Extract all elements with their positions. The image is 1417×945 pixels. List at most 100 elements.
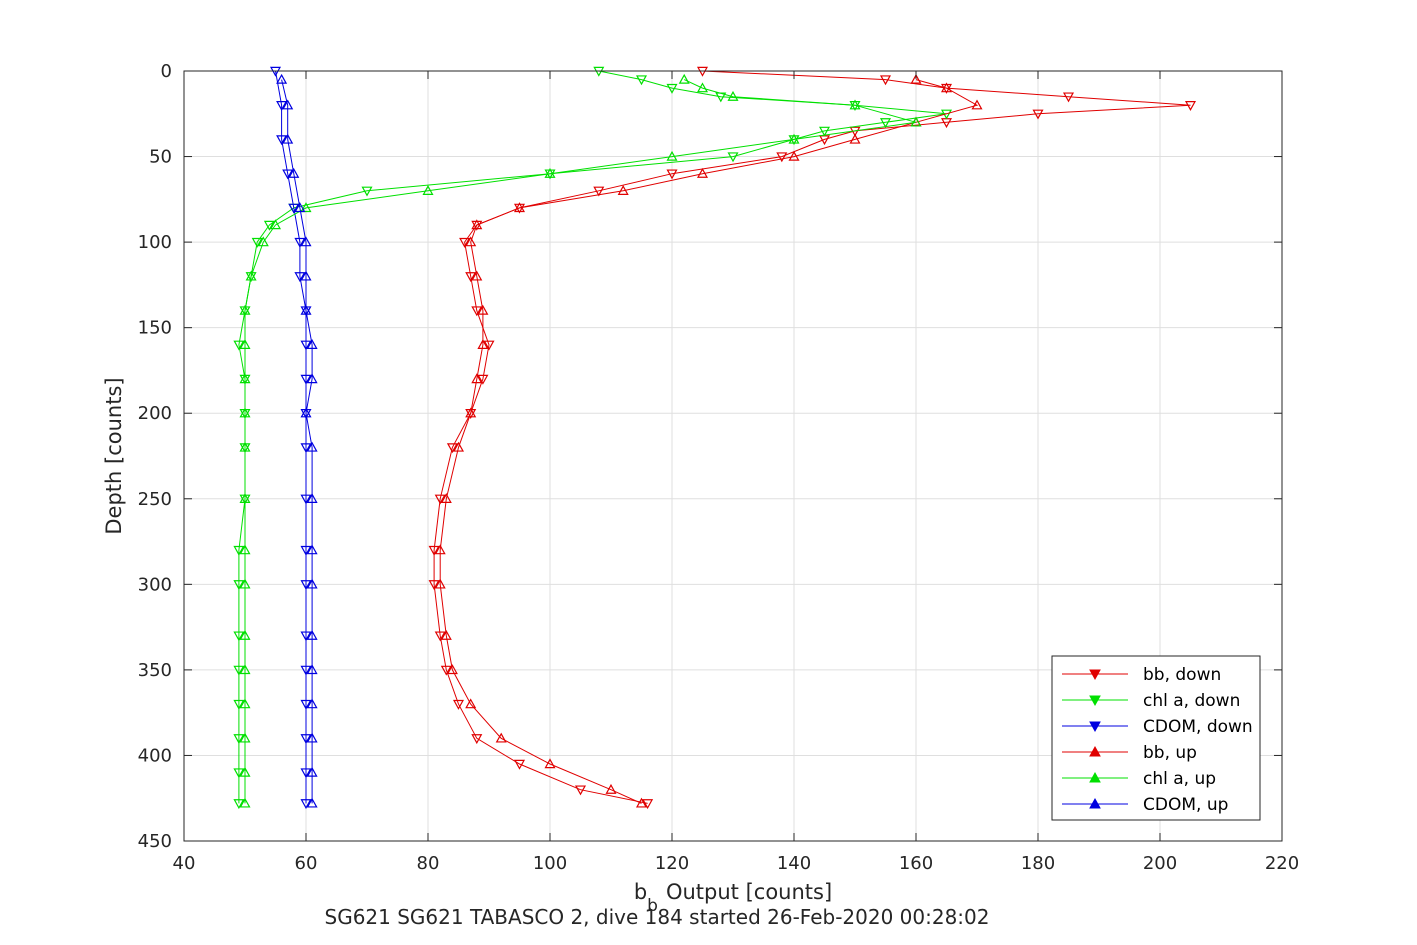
data-point [239, 544, 251, 555]
data-point [465, 698, 477, 709]
data-point [282, 133, 294, 144]
data-point [452, 441, 465, 452]
legend-marker [1089, 695, 1101, 707]
data-point [434, 544, 446, 555]
x-tick-label: 120 [655, 853, 689, 874]
legend-label: CDOM, up [1143, 795, 1228, 815]
data-point [483, 340, 495, 351]
data-point [422, 185, 434, 195]
y-axis-label: Depth [counts] [102, 377, 126, 534]
data-point [288, 203, 300, 214]
data-point [276, 101, 288, 111]
legend-entry: chl a, up [1062, 769, 1216, 789]
data-point [666, 169, 678, 180]
data-point [495, 732, 507, 743]
data-point [849, 133, 861, 144]
y-tick-label: 300 [138, 574, 172, 595]
data-point [776, 152, 788, 163]
data-point [306, 698, 318, 709]
data-point [306, 732, 318, 743]
data-point [245, 270, 257, 281]
data-point [300, 631, 312, 642]
data-point [257, 236, 269, 247]
data-point [434, 578, 446, 589]
data-point [306, 544, 318, 555]
data-point [696, 82, 709, 93]
data-point [849, 99, 861, 110]
data-point [282, 99, 294, 110]
series-line [433, 70, 1191, 804]
footer-caption: SG621 SG621 TABASCO 2, dive 184 started … [325, 905, 990, 929]
data-point [233, 768, 245, 779]
data-point [471, 734, 483, 745]
data-point [440, 493, 452, 503]
data-point [696, 167, 709, 178]
y-tick-label: 50 [149, 147, 172, 168]
legend-marker [1089, 797, 1101, 809]
series-layer [233, 66, 1197, 810]
x-axis-ticks: 40 60 80 100 120 140 160 180 200 220 [173, 71, 1299, 874]
data-point [300, 580, 312, 591]
y-tick-label: 350 [138, 660, 172, 681]
data-point [300, 340, 312, 351]
data-point [477, 374, 489, 385]
data-point [288, 167, 300, 178]
data-point [294, 272, 306, 283]
data-point [263, 220, 275, 231]
data-point [940, 82, 953, 93]
data-point [477, 304, 489, 315]
y-tick-label: 150 [138, 318, 172, 339]
data-point [818, 126, 831, 137]
data-point [239, 373, 251, 384]
data-point [233, 699, 245, 710]
data-point [1062, 92, 1075, 103]
data-point [465, 272, 477, 283]
data-point [452, 699, 465, 710]
plot-frame [183, 70, 1283, 842]
data-point [306, 493, 318, 503]
data-point [306, 766, 318, 777]
data-point [306, 578, 318, 589]
data-point [446, 443, 458, 454]
data-point [300, 768, 312, 779]
data-point [300, 734, 312, 745]
data-point [239, 797, 251, 808]
data-point [593, 186, 605, 197]
data-point [434, 631, 446, 642]
data-point [233, 799, 245, 810]
data-point [635, 75, 648, 86]
data-point [239, 407, 251, 418]
data-point [276, 73, 288, 84]
y-tick-label: 200 [138, 403, 172, 424]
data-point [306, 339, 318, 349]
data-point [239, 732, 251, 743]
legend-entry: bb, up [1062, 743, 1197, 763]
data-point [642, 799, 654, 810]
legend: bb, down chl a, down CDOM, down bb, up chl a… [1051, 655, 1261, 821]
y-tick-label: 100 [138, 232, 172, 253]
data-point [300, 665, 312, 676]
data-point [971, 99, 983, 110]
data-point [300, 494, 312, 505]
series-line [439, 79, 979, 804]
data-point [239, 766, 251, 777]
series-line [244, 79, 917, 804]
legend-marker [1089, 721, 1101, 733]
data-point [306, 629, 318, 640]
data-point [233, 665, 245, 676]
data-point [666, 150, 678, 161]
data-point [477, 339, 489, 349]
data-point [471, 219, 483, 230]
legend-label: bb, down [1143, 665, 1221, 685]
data-point [428, 580, 440, 591]
x-axis-label-subscript: b [647, 896, 658, 916]
data-point [251, 237, 263, 248]
data-point [440, 629, 452, 640]
data-point [727, 152, 739, 163]
data-point [428, 545, 440, 556]
x-axis-label-text: Output [counts] [666, 880, 832, 904]
legend-entry: CDOM, up [1062, 795, 1228, 815]
data-point [239, 629, 251, 640]
data-point [239, 664, 251, 675]
